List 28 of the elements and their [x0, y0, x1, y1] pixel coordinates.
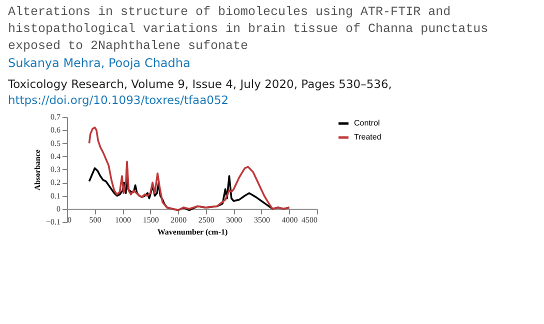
- y-tick-label: 0.7: [50, 112, 60, 122]
- y-axis-title: Absorbance: [32, 149, 42, 190]
- y-tick-label: 0.5: [50, 138, 60, 148]
- x-tick-label: 3500: [254, 215, 270, 224]
- x-tick-label: 2500: [198, 215, 214, 224]
- x-tick-label: 1000: [115, 215, 132, 224]
- chart-subtitle: Sukanya Mehra, Pooja Chadha: [8, 56, 192, 70]
- x-tick-label: 500: [89, 215, 102, 224]
- legend-label: Treated: [354, 132, 382, 142]
- y-tick-label: 0.3: [50, 165, 60, 174]
- text: Toxicology Research, Volume 9, Issue 4, July 2020, Pages 530–536,: [8, 76, 393, 92]
- y-tick-label: 0.6: [50, 126, 60, 135]
- y-tick-label: 0.4: [50, 152, 60, 161]
- y-tick-label: 0: [56, 204, 60, 214]
- line-series: [88, 126, 290, 212]
- text: https://doi.org/10.1093/toxres/tfaa052: [8, 92, 230, 108]
- x-tick-label: 0: [68, 215, 72, 224]
- legend-label: Control: [354, 118, 380, 128]
- x-tick-label: 4500: [302, 215, 318, 224]
- x-tick-label: 4000: [282, 215, 298, 224]
- y-tick-label: 0.2: [50, 178, 60, 188]
- y-tick-label: 0.1: [50, 191, 60, 200]
- x-tick-label: 3000: [226, 215, 242, 224]
- chart-title: Alterations in structure of biomolecules using ATR-FTIR and histopathological variations in brain tissue of Channa punctatus exposed to 2Naphthalene sufonate: [8, 4, 490, 55]
- y-tick-label: −0.1: [46, 218, 60, 226]
- x-axis-title: Wavenumber (cm-1): [157, 227, 228, 236]
- x-tick-label: 2000: [170, 215, 187, 224]
- x-tick-label: 1500: [142, 215, 159, 224]
